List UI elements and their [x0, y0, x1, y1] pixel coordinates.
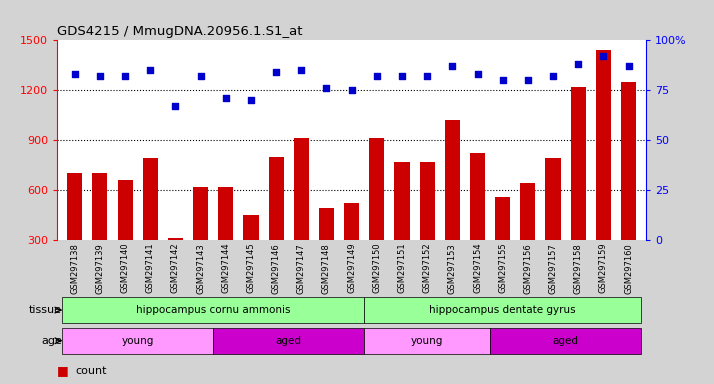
Bar	[394, 162, 410, 290]
Bar	[470, 154, 485, 290]
Point	[220, 95, 231, 101]
Bar	[570, 87, 585, 290]
Bar	[420, 162, 435, 290]
Bar	[62, 328, 213, 354]
Text: ■: ■	[57, 364, 69, 377]
Bar	[293, 138, 309, 290]
Bar	[213, 328, 364, 354]
Point	[195, 73, 206, 79]
Bar	[118, 180, 133, 290]
Text: ■: ■	[57, 383, 69, 384]
Point	[346, 87, 358, 93]
Point	[69, 71, 81, 77]
Bar	[92, 174, 108, 290]
Point	[94, 73, 106, 79]
Point	[497, 77, 508, 83]
Text: aged: aged	[276, 336, 302, 346]
Text: aged: aged	[553, 336, 578, 346]
Bar	[545, 159, 560, 290]
Point	[371, 73, 383, 79]
Text: hippocampus cornu ammonis: hippocampus cornu ammonis	[136, 305, 291, 315]
Point	[144, 67, 156, 73]
Bar	[193, 187, 208, 290]
Point	[119, 73, 131, 79]
Point	[447, 63, 458, 70]
Point	[245, 97, 256, 103]
Bar	[364, 328, 490, 354]
Bar	[168, 237, 183, 290]
Text: young: young	[121, 336, 154, 346]
Point	[472, 71, 483, 77]
Point	[548, 73, 559, 79]
Bar	[621, 82, 636, 290]
Bar	[369, 139, 384, 290]
Text: hippocampus dentate gyrus: hippocampus dentate gyrus	[429, 305, 576, 315]
Point	[271, 69, 282, 75]
Bar	[595, 50, 611, 290]
Point	[623, 63, 634, 70]
Text: GDS4215 / MmugDNA.20956.1.S1_at: GDS4215 / MmugDNA.20956.1.S1_at	[57, 25, 303, 38]
Bar	[218, 187, 233, 290]
Point	[321, 85, 332, 91]
Bar	[319, 209, 334, 290]
Bar	[143, 159, 158, 290]
Point	[598, 53, 609, 60]
Bar	[344, 204, 359, 290]
Bar	[495, 197, 511, 290]
Point	[522, 77, 533, 83]
Bar	[364, 297, 641, 323]
Point	[396, 73, 408, 79]
Text: count: count	[75, 366, 106, 376]
Text: young: young	[411, 336, 443, 346]
Point	[421, 73, 433, 79]
Point	[296, 67, 307, 73]
Text: tissue: tissue	[29, 305, 62, 315]
Bar	[62, 297, 364, 323]
Bar	[521, 184, 536, 290]
Bar	[67, 174, 82, 290]
Point	[170, 103, 181, 109]
Bar	[268, 157, 283, 290]
Bar	[490, 328, 641, 354]
Bar	[445, 120, 460, 290]
Bar	[243, 215, 258, 290]
Text: age: age	[41, 336, 62, 346]
Point	[573, 61, 584, 67]
